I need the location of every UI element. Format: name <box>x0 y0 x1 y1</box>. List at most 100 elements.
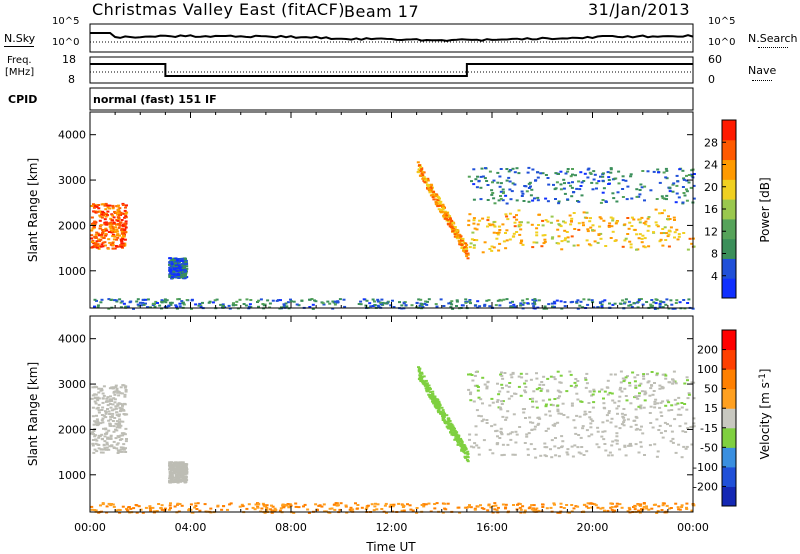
velocity-cell <box>653 403 657 406</box>
velocity-cell <box>408 504 412 507</box>
power-cell <box>371 305 375 307</box>
velocity-cell <box>459 437 463 440</box>
power-cell <box>164 301 168 304</box>
power-cell <box>113 299 116 302</box>
velocity-cbar-swatch <box>722 330 736 351</box>
power-cell <box>498 229 502 231</box>
power-cell <box>156 302 159 304</box>
velocity-cell <box>91 415 95 418</box>
velocity-cell <box>220 508 224 511</box>
velocity-cell <box>628 508 632 511</box>
velocity-cell <box>129 507 133 510</box>
velocity-cell <box>281 504 285 507</box>
power-cell <box>534 299 538 302</box>
power-cell <box>429 186 433 189</box>
velocity-cell <box>112 505 116 508</box>
power-cell <box>93 203 97 206</box>
power-cell <box>116 213 120 216</box>
velocity-cell <box>626 375 629 378</box>
power-cell <box>654 302 658 305</box>
power-cell <box>621 245 625 248</box>
velocity-cell <box>618 388 622 391</box>
power-cell <box>592 178 596 181</box>
power-cell <box>609 171 613 174</box>
power-cell <box>505 179 509 182</box>
power-cell <box>146 298 150 301</box>
power-cell <box>248 303 252 306</box>
velocity-cell <box>686 379 689 382</box>
velocity-cell <box>692 417 696 420</box>
power-cell <box>637 195 641 198</box>
velocity-cell <box>636 397 640 400</box>
velocity-cell <box>629 425 633 428</box>
power-cell <box>629 175 633 178</box>
power-cell <box>163 298 167 301</box>
velocity-cell <box>107 410 111 413</box>
velocity-cell <box>119 408 123 411</box>
velocity-cell <box>655 372 659 375</box>
power-cell <box>126 305 130 308</box>
velocity-cell <box>106 396 110 399</box>
velocity-cell <box>491 505 495 508</box>
power-cell <box>96 232 100 235</box>
power-cell <box>117 210 121 213</box>
power-cell <box>543 305 547 308</box>
power-cell <box>466 252 470 255</box>
velocity-cell <box>568 370 572 373</box>
power-cell <box>532 241 536 244</box>
velocity-cell <box>115 426 119 429</box>
velocity-cell <box>627 444 631 447</box>
velocity-cell <box>639 445 643 448</box>
velocity-cell <box>602 402 606 405</box>
power-cell <box>144 302 147 305</box>
velocity-cell <box>107 429 111 432</box>
power-cell <box>104 212 108 215</box>
velocity-cell <box>566 453 570 456</box>
velocity-cell <box>591 406 595 409</box>
velocity-cell <box>661 436 665 439</box>
power-cell <box>308 306 312 308</box>
velocity-cell <box>366 504 370 507</box>
power-cell <box>102 213 106 216</box>
power-cell <box>547 303 551 306</box>
velocity-cell <box>183 464 187 467</box>
power-cell <box>690 173 693 176</box>
power-cell <box>266 299 270 302</box>
power-cell <box>609 216 613 219</box>
power-cell <box>671 183 675 186</box>
power-cell <box>568 214 572 217</box>
power-cell <box>168 261 172 264</box>
velocity-cell <box>652 390 656 392</box>
velocity-cell <box>650 371 654 373</box>
power-cell <box>450 226 453 228</box>
velocity-cell <box>498 406 502 409</box>
power-cell <box>101 245 105 248</box>
velocity-cell <box>692 422 696 425</box>
velocity-cell <box>111 420 115 422</box>
power-cell <box>665 198 668 201</box>
power-cell <box>623 301 627 304</box>
power-cell <box>440 210 444 213</box>
power-cell <box>228 307 232 310</box>
power-cell <box>669 226 673 229</box>
power-cell <box>184 257 187 260</box>
velocity-cell <box>160 504 164 507</box>
power-cell <box>106 247 110 250</box>
velocity-cell <box>116 449 120 452</box>
power-cell <box>453 228 457 231</box>
velocity-cell <box>677 443 681 446</box>
velocity-cell <box>603 443 607 445</box>
velocity-cell <box>601 430 605 433</box>
power-cell <box>455 299 459 302</box>
power-cell <box>190 299 194 302</box>
power-cell <box>446 218 450 221</box>
power-cell <box>499 168 503 170</box>
velocity-cell <box>624 376 628 379</box>
velocity-cell <box>114 422 118 425</box>
velocity-cell <box>356 504 360 506</box>
power-cell <box>560 240 564 243</box>
velocity-cell <box>579 436 583 439</box>
velocity-cell <box>554 454 558 457</box>
power-cell <box>400 304 404 307</box>
velocity-cell <box>578 415 582 418</box>
